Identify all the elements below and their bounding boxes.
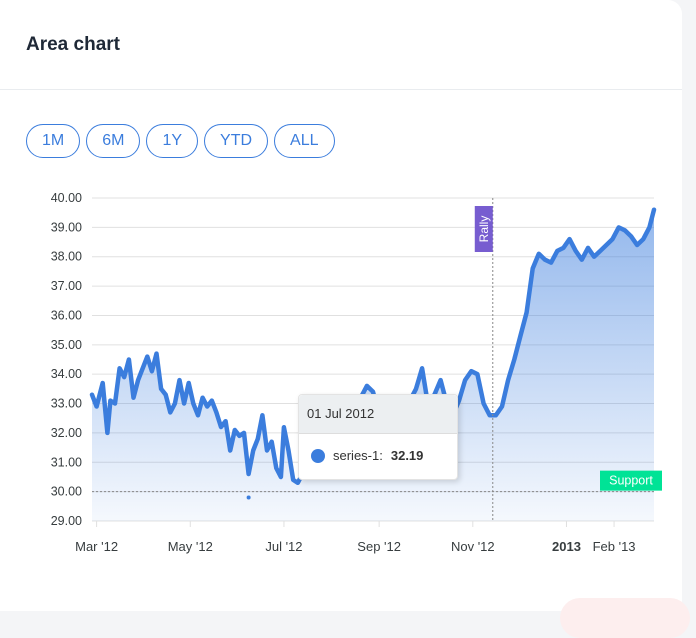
y-tick-label: 35.00 <box>51 338 82 352</box>
x-tick-label: May '12 <box>168 539 213 554</box>
y-tick-label: 40.00 <box>51 191 82 205</box>
y-tick-label: 33.00 <box>51 397 82 411</box>
card-header: Area chart <box>0 0 682 90</box>
range-button-1y[interactable]: 1Y <box>146 124 199 158</box>
tooltip-value: 32.19 <box>390 448 424 463</box>
x-tick-label: Mar '12 <box>75 539 118 554</box>
area-chart[interactable]: 40.00 39.00 38.00 37.00 36.00 35.00 34.00 33.00… <box>0 180 682 560</box>
rally-label: Rally <box>477 216 491 243</box>
x-tick-label: Sep '12 <box>357 539 401 554</box>
y-tick-label: 36.00 <box>51 308 82 322</box>
x-tick-label: Feb '13 <box>593 539 636 554</box>
support-label: Support <box>609 474 653 488</box>
y-tick-label: 31.00 <box>51 455 82 469</box>
range-button-1m[interactable]: 1M <box>26 124 81 158</box>
tooltip-series-name: series-1: <box>333 448 383 463</box>
x-tick-label: Nov '12 <box>451 539 495 554</box>
x-tick-label: 2013 <box>552 539 581 554</box>
y-tick-label: 29.00 <box>51 514 82 528</box>
chart-tooltip: 01 Jul 2012 series-1: 32.19 <box>298 394 458 480</box>
y-tick-label: 39.00 <box>51 220 82 234</box>
x-tick-label: Jul '12 <box>265 539 302 554</box>
rally-label-box <box>474 206 493 252</box>
support-label-box <box>600 470 662 491</box>
y-tick-label: 38.00 <box>51 250 82 264</box>
series-min-point <box>246 495 251 500</box>
range-button-all[interactable]: ALL <box>274 124 335 158</box>
range-button-ytd[interactable]: YTD <box>204 124 269 158</box>
corner-decoration <box>560 598 690 638</box>
card-title: Area chart <box>26 33 120 55</box>
tooltip-series-marker <box>311 448 325 463</box>
y-tick-label: 34.00 <box>51 367 82 381</box>
y-tick-label: 32.00 <box>51 426 82 440</box>
range-button-group: 1M 6M 1Y YTD ALL <box>26 124 335 158</box>
chart-card: Area chart 1M 6M 1Y YTD ALL 40.00 39.00 38… <box>0 0 682 611</box>
y-tick-label: 30.00 <box>51 485 82 499</box>
range-button-6m[interactable]: 6M <box>86 124 141 158</box>
tooltip-date: 01 Jul 2012 <box>299 395 457 434</box>
tooltip-body: series-1: 32.19 <box>299 434 457 463</box>
y-tick-label: 37.00 <box>51 279 82 293</box>
